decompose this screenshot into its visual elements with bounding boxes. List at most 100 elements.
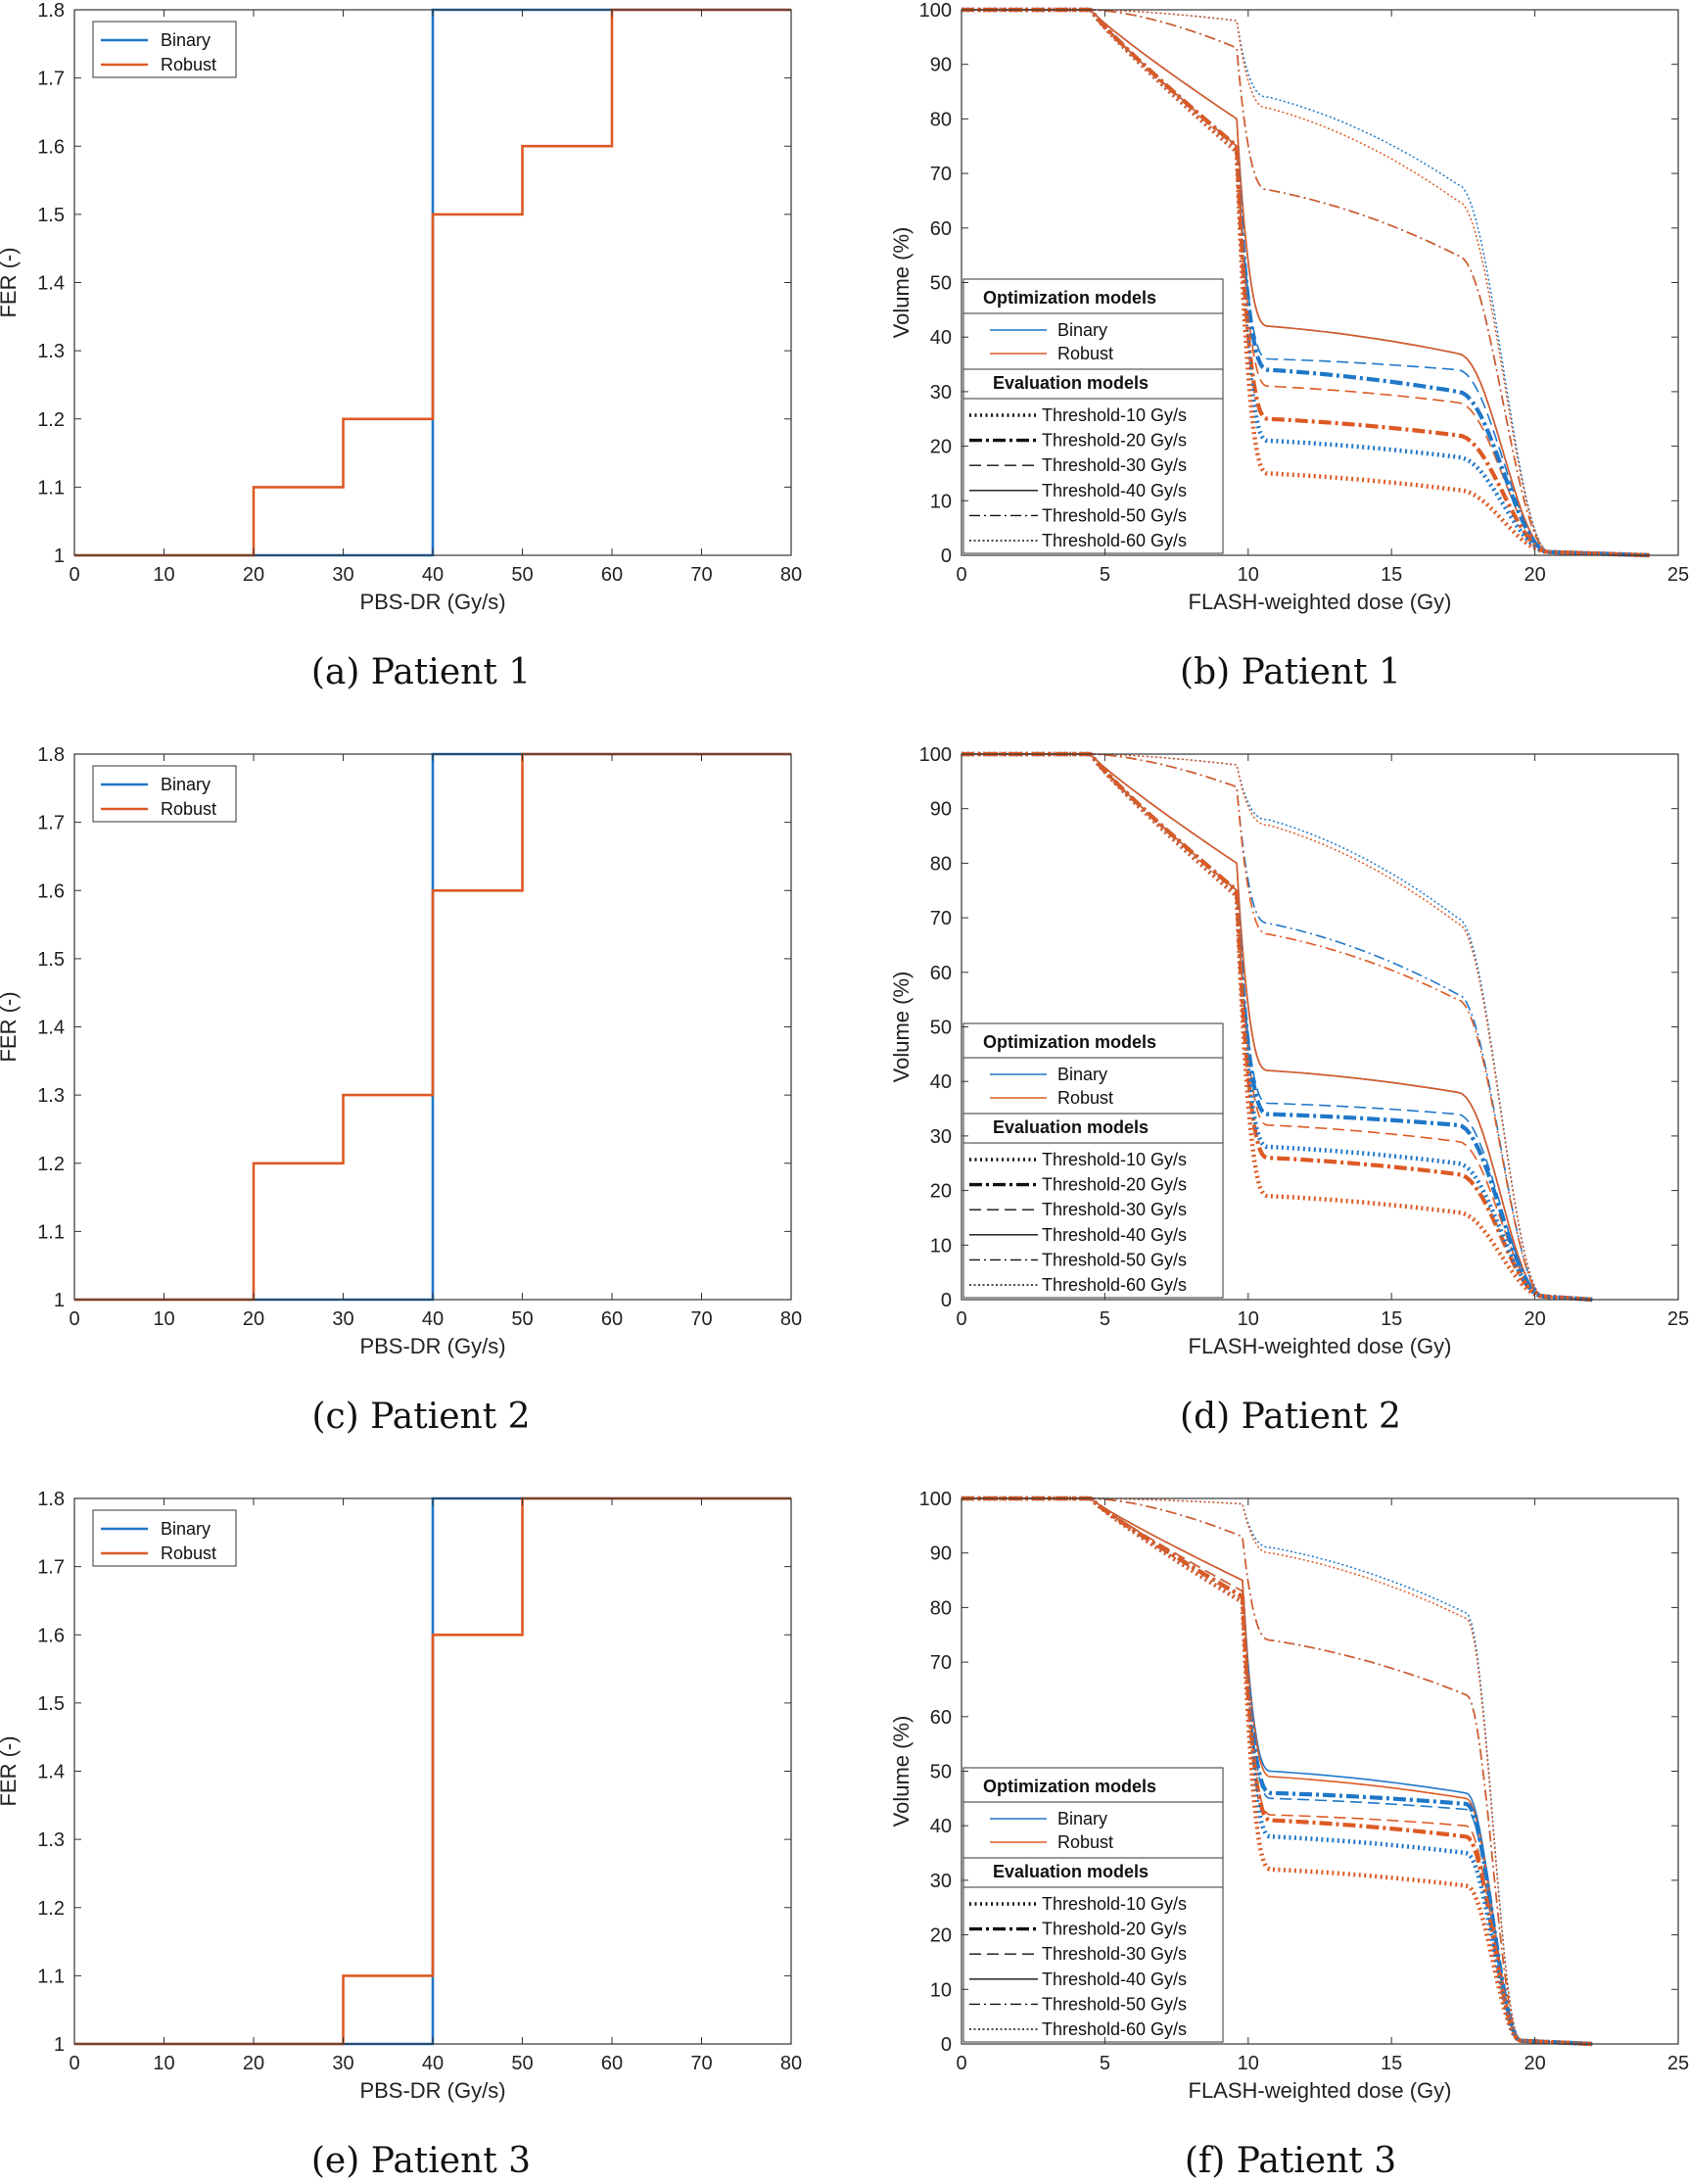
y-tick-label: 40 (930, 1816, 952, 1837)
y-tick-label: 1.6 (37, 880, 65, 902)
y-tick-label: 40 (930, 327, 952, 349)
panel-caption: (f) Patient 3 (1185, 2141, 1396, 2181)
y-tick-label: 90 (930, 1543, 952, 1565)
dvh-curve-robust-10 (962, 751, 1593, 1303)
x-tick-label: 60 (601, 564, 623, 586)
x-tick-label: 0 (956, 1308, 966, 1330)
y-tick-label: 100 (919, 744, 952, 766)
legend-label: Robust (1057, 1088, 1113, 1108)
legend-label: Robust (161, 1543, 216, 1563)
legend-label: Threshold-10 Gy/s (1042, 1894, 1187, 1914)
chart-panel-b: Optimization models Binary Robust Evaluatio… (889, 0, 1689, 692)
y-tick-label: 1.2 (37, 409, 65, 431)
legend-box (92, 21, 237, 78)
legend-box (962, 1022, 1224, 1299)
legend-box (92, 765, 237, 823)
y-tick-label: 100 (919, 1489, 952, 1510)
series-line-robust (74, 8, 791, 557)
y-tick-label: 1.1 (37, 1221, 65, 1243)
chart-panel-d: Optimization models Binary Robust Evaluatio… (889, 744, 1689, 1437)
legend-label: Threshold-20 Gy/s (1042, 1175, 1187, 1195)
y-tick-label: 1 (54, 1290, 65, 1311)
y-tick-label: 10 (930, 1979, 952, 2001)
y-tick-label: 50 (930, 273, 952, 295)
y-tick-label: 50 (930, 1018, 952, 1039)
dvh-curve-robust-60 (962, 753, 1593, 1301)
legend-label: Robust (161, 799, 216, 819)
legend-label: Robust (1057, 344, 1113, 363)
x-axis-label: PBS-DR (Gy/s) (359, 590, 505, 614)
x-tick-label: 30 (332, 1308, 353, 1330)
x-tick-label: 30 (332, 564, 353, 586)
x-tick-label: 70 (690, 1308, 712, 1330)
legend: Binary Robust (92, 21, 237, 78)
y-tick-label: 1.1 (37, 1966, 65, 1987)
y-tick-label: 1.8 (37, 0, 65, 22)
y-tick-label: 40 (930, 1071, 952, 1093)
panel-caption: (a) Patient 1 (311, 652, 531, 692)
y-tick-label: 1.5 (37, 205, 65, 226)
y-tick-label: 1.7 (37, 69, 65, 90)
legend-box (962, 278, 1224, 554)
y-tick-label: 1 (54, 546, 65, 567)
y-tick-label: 20 (930, 1181, 952, 1203)
y-tick-label: 10 (930, 491, 952, 512)
x-tick-label: 10 (153, 564, 174, 586)
legend-label: Binary (1057, 1809, 1107, 1828)
y-axis-label: Volume (%) (889, 972, 914, 1083)
y-tick-label: 1.3 (37, 341, 65, 362)
y-tick-label: 1.4 (37, 1018, 65, 1039)
legend-label: Binary (161, 30, 211, 50)
dvh-curve-robust-20 (962, 7, 1650, 558)
legend-label: Threshold-40 Gy/s (1042, 481, 1187, 500)
legend-label: Threshold-50 Gy/s (1042, 505, 1187, 525)
y-tick-label: 20 (930, 1925, 952, 1947)
y-tick-label: 0 (941, 2034, 952, 2056)
panel-caption: (e) Patient 3 (311, 2141, 531, 2181)
y-tick-label: 1.5 (37, 949, 65, 971)
x-tick-label: 60 (601, 2053, 623, 2074)
legend-label: Threshold-50 Gy/s (1042, 1250, 1187, 1269)
chart-panel-a: Binary Robust 0 10 20 30 40 50 60 70 80 1 1.1 1.2 1.3 1… (0, 0, 802, 692)
legend: Optimization models Binary Robust Evaluatio… (962, 1767, 1224, 2043)
legend: Binary Robust (92, 765, 237, 823)
legend-label: Robust (1057, 1832, 1113, 1852)
x-tick-label: 25 (1667, 2053, 1689, 2074)
x-tick-label: 20 (1524, 1308, 1545, 1330)
legend-label: Threshold-20 Gy/s (1042, 431, 1187, 451)
y-tick-label: 90 (930, 799, 952, 821)
y-tick-label: 20 (930, 437, 952, 458)
legend-label: Threshold-10 Gy/s (1042, 1150, 1187, 1169)
x-tick-label: 10 (153, 2053, 174, 2074)
x-tick-label: 10 (1238, 2053, 1259, 2074)
legend-label: Binary (161, 1519, 211, 1539)
dvh-curve-robust-50 (962, 9, 1650, 556)
y-tick-label: 90 (930, 55, 952, 76)
y-tick-label: 10 (930, 1235, 952, 1257)
x-tick-label: 60 (601, 1308, 623, 1330)
y-axis-label: Volume (%) (889, 1716, 914, 1828)
dvh-curve-robust-40 (962, 753, 1593, 1301)
x-tick-label: 80 (780, 2053, 802, 2074)
x-tick-label: 50 (511, 564, 533, 586)
dvh-curve-robust-40 (962, 9, 1650, 556)
x-tick-label: 15 (1381, 564, 1402, 586)
x-tick-label: 70 (690, 564, 712, 586)
y-axis-label: Volume (%) (889, 227, 914, 339)
x-tick-label: 10 (1238, 1308, 1259, 1330)
y-tick-label: 1.4 (37, 1762, 65, 1783)
x-axis-label: PBS-DR (Gy/s) (359, 2078, 505, 2103)
y-tick-label: 1.1 (37, 477, 65, 499)
y-tick-label: 1 (54, 2034, 65, 2056)
legend-label: Threshold-40 Gy/s (1042, 1225, 1187, 1245)
dvh-curve-robust-10 (962, 7, 1650, 558)
legend-label: Threshold-30 Gy/s (1042, 1944, 1187, 1964)
legend-box (92, 1509, 237, 1567)
legend-label: Threshold-60 Gy/s (1042, 1275, 1187, 1295)
dvh-curve-robust-20 (962, 1496, 1593, 2047)
y-tick-label: 1.6 (37, 136, 65, 158)
legend-label: Binary (1057, 1065, 1107, 1084)
legend-label: Robust (161, 55, 216, 74)
x-tick-label: 70 (690, 2053, 712, 2074)
x-tick-label: 0 (956, 2053, 966, 2074)
